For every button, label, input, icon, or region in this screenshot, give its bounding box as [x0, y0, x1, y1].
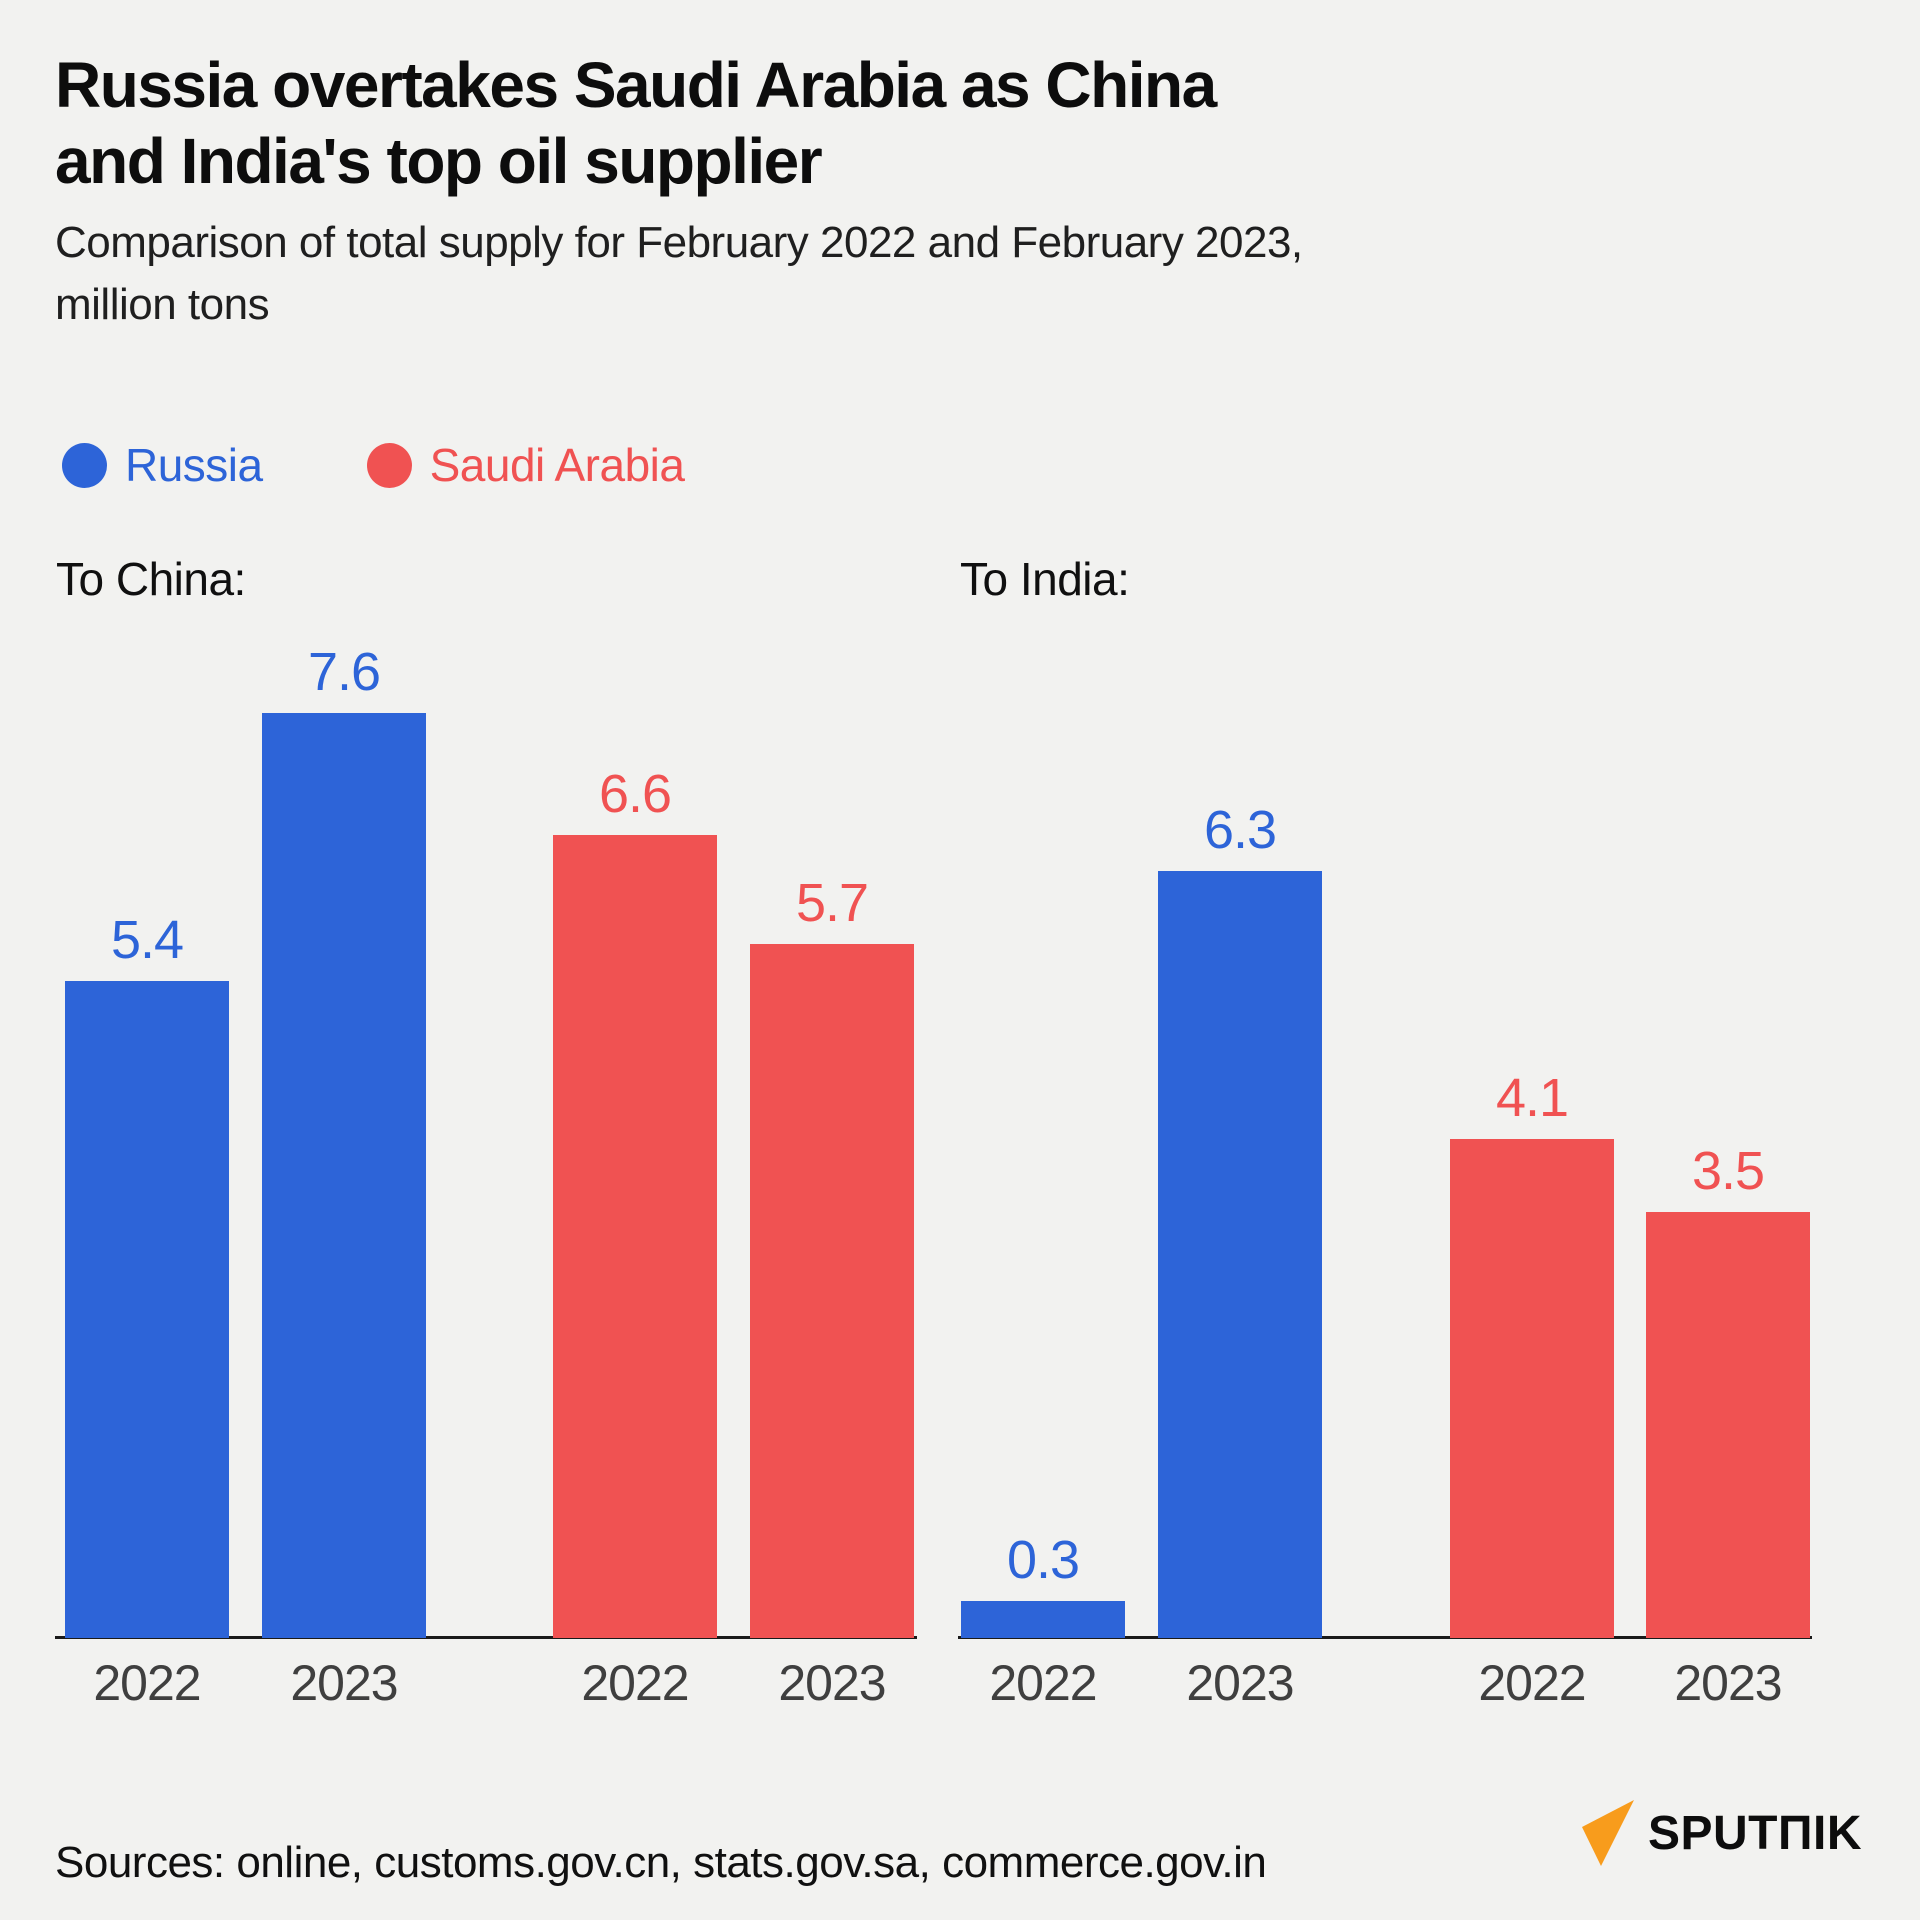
bar-russia-2023 — [262, 713, 426, 1638]
value-label: 6.3 — [1203, 800, 1277, 860]
value-label: 5.4 — [110, 910, 184, 970]
group-label-india: To India: — [960, 553, 1130, 605]
india-baseline-axis — [958, 1636, 1812, 1639]
subtitle-line-2: million tons — [55, 279, 270, 329]
year-tick-label: 2022 — [1478, 1655, 1586, 1711]
china-baseline-axis — [55, 1636, 917, 1639]
year-tick-label: 2022 — [93, 1655, 201, 1711]
subtitle-line-1: Comparison of total supply for February … — [55, 218, 1303, 267]
bar-saudi-arabia-2022 — [1450, 1139, 1614, 1638]
page-title-line-2: and India's top oil supplier — [55, 124, 823, 197]
page-title: Russia overtakes Saudi Arabia as China a… — [55, 48, 1555, 199]
value-label: 0.3 — [1006, 1530, 1080, 1590]
value-label: 5.7 — [795, 873, 869, 933]
legend-label-saudi-arabia: Saudi Arabia — [429, 439, 685, 491]
legend-label-russia: Russia — [125, 439, 263, 491]
value-label: 3.5 — [1691, 1141, 1765, 1201]
bar-russia-2022 — [961, 1601, 1125, 1638]
bar-saudi-arabia-2023 — [1646, 1212, 1810, 1638]
year-tick-label: 2023 — [778, 1655, 886, 1711]
russia-dot-icon — [62, 442, 107, 488]
page-title-line-1: Russia overtakes Saudi Arabia as China — [55, 49, 1217, 121]
year-tick-label: 2023 — [1186, 1655, 1294, 1711]
legend: Russia Saudi Arabia — [62, 438, 788, 492]
bar-russia-2022 — [65, 981, 229, 1638]
sputnik-logo-text: SPUTПIK — [1647, 1806, 1862, 1860]
group-label-china: To China: — [56, 553, 246, 605]
legend-item-saudi-arabia: Saudi Arabia — [366, 438, 685, 492]
value-label: 6.6 — [598, 764, 672, 824]
legend-item-russia: Russia — [62, 438, 263, 492]
value-label: 7.6 — [307, 642, 381, 702]
sputnik-logo: SPUTПIK — [1581, 1800, 1862, 1866]
bar-saudi-arabia-2023 — [750, 944, 914, 1638]
year-tick-label: 2023 — [290, 1655, 398, 1711]
year-tick-label: 2022 — [989, 1655, 1097, 1711]
year-tick-label: 2022 — [581, 1655, 689, 1711]
year-tick-label: 2023 — [1674, 1655, 1782, 1711]
saudi-arabia-dot-icon — [366, 442, 412, 488]
sources-text: Sources: online, customs.gov.cn, stats.g… — [55, 1838, 1267, 1887]
subtitle: Comparison of total supply for February … — [55, 212, 1555, 335]
bar-saudi-arabia-2022 — [553, 835, 717, 1638]
sputnik-pennant-icon — [1581, 1800, 1634, 1866]
bar-russia-2023 — [1158, 871, 1322, 1638]
value-label: 4.1 — [1495, 1068, 1569, 1128]
